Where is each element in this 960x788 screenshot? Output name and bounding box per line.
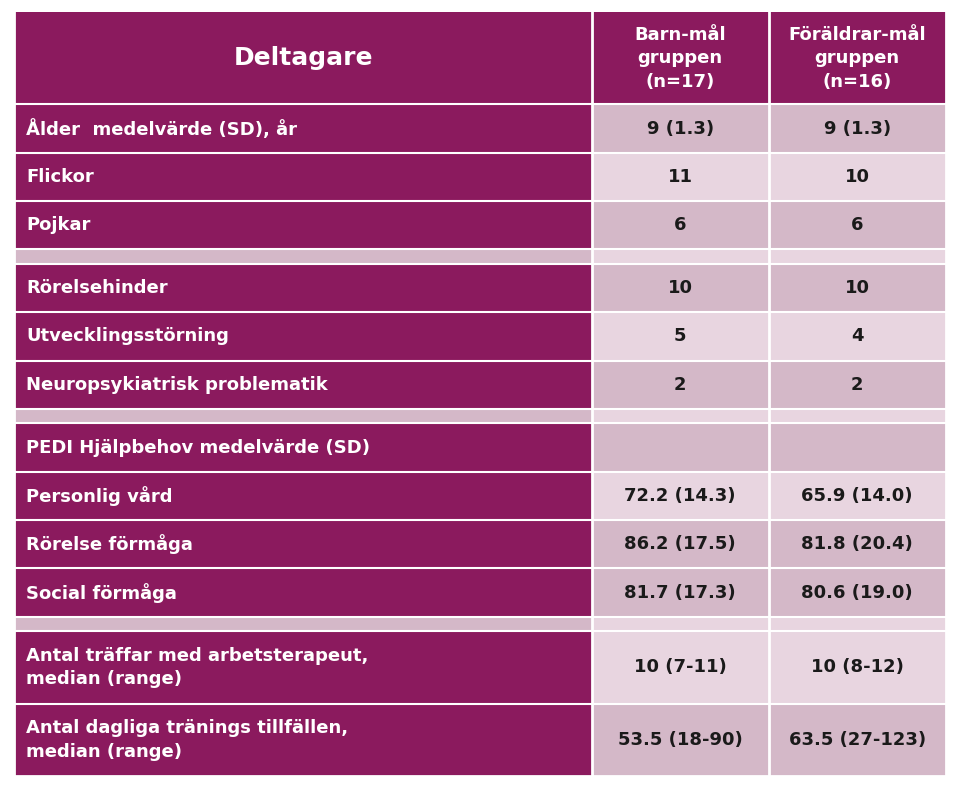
Text: 65.9 (14.0): 65.9 (14.0) [802,487,913,505]
Bar [591,361,769,409]
Bar [591,264,769,312]
Bar [769,361,946,409]
Bar [14,153,591,201]
Text: 81.7 (17.3): 81.7 (17.3) [624,584,736,601]
Text: 63.5 (27-123): 63.5 (27-123) [788,731,925,749]
Text: 6: 6 [851,216,863,234]
Bar [769,423,946,472]
Bar [591,201,769,250]
Bar [591,250,769,264]
Bar [591,520,769,568]
Text: 10: 10 [668,279,693,297]
Bar [769,201,946,250]
Bar [14,423,591,472]
Text: 72.2 (14.3): 72.2 (14.3) [624,487,736,505]
Text: 10 (8-12): 10 (8-12) [810,659,903,676]
Text: 9 (1.3): 9 (1.3) [647,120,714,138]
Bar [14,520,591,568]
Bar [591,409,769,423]
Text: 5: 5 [674,327,686,345]
Bar [769,704,946,776]
Bar [769,568,946,617]
Bar [14,312,591,361]
Text: Antal träffar med arbetsterapeut,
median (range): Antal träffar med arbetsterapeut, median… [26,647,369,688]
Bar [591,704,769,776]
Bar [769,12,946,105]
Bar [14,568,591,617]
Bar [14,617,591,631]
Text: 10: 10 [845,168,870,186]
Text: Föräldrar-mål
gruppen
(n=16): Föräldrar-mål gruppen (n=16) [788,25,926,91]
Bar [769,617,946,631]
Text: Deltagare: Deltagare [233,46,372,70]
Bar [591,617,769,631]
Text: Neuropsykiatrisk problematik: Neuropsykiatrisk problematik [26,376,327,394]
Bar [769,153,946,201]
Bar [14,409,591,423]
Text: Antal dagliga tränings tillfällen,
median (range): Antal dagliga tränings tillfällen, media… [26,719,348,760]
Text: 10: 10 [845,279,870,297]
Bar [14,201,591,250]
Bar [14,704,591,776]
Bar [769,264,946,312]
Bar [14,105,591,153]
Text: Rörelse förmåga: Rörelse förmåga [26,534,193,554]
Bar [14,12,591,105]
Bar [14,472,591,520]
Text: 2: 2 [674,376,686,394]
Text: PEDI Hjälpbehov medelvärde (SD): PEDI Hjälpbehov medelvärde (SD) [26,439,370,456]
Text: Utvecklingsstörning: Utvecklingsstörning [26,327,228,345]
Text: 53.5 (18-90): 53.5 (18-90) [618,731,743,749]
Bar [769,105,946,153]
Bar [591,472,769,520]
Text: 81.8 (20.4): 81.8 (20.4) [802,535,913,553]
Text: 2: 2 [851,376,863,394]
Text: Pojkar: Pojkar [26,216,90,234]
Text: Ålder  medelvärde (SD), år: Ålder medelvärde (SD), år [26,119,297,139]
Bar [14,631,591,704]
Text: 9 (1.3): 9 (1.3) [824,120,891,138]
Text: 86.2 (17.5): 86.2 (17.5) [624,535,736,553]
Text: 11: 11 [668,168,693,186]
Bar [769,312,946,361]
Bar [14,361,591,409]
Text: Social förmåga: Social förmåga [26,582,177,603]
Text: 10 (7-11): 10 (7-11) [634,659,727,676]
Bar [769,472,946,520]
Bar [591,631,769,704]
Bar [769,631,946,704]
Bar [14,250,591,264]
Text: 80.6 (19.0): 80.6 (19.0) [802,584,913,601]
Text: Barn-mål
gruppen
(n=17): Barn-mål gruppen (n=17) [635,25,726,91]
Bar [591,153,769,201]
Bar [591,12,769,105]
Bar [591,568,769,617]
Text: Personlig vård: Personlig vård [26,486,173,506]
Bar [591,105,769,153]
Bar [591,423,769,472]
Bar [769,409,946,423]
Text: 4: 4 [851,327,863,345]
Bar [14,264,591,312]
Text: Flickor: Flickor [26,168,94,186]
Bar [769,250,946,264]
Text: Rörelsehinder: Rörelsehinder [26,279,168,297]
Bar [769,520,946,568]
Bar [591,312,769,361]
Text: 6: 6 [674,216,686,234]
